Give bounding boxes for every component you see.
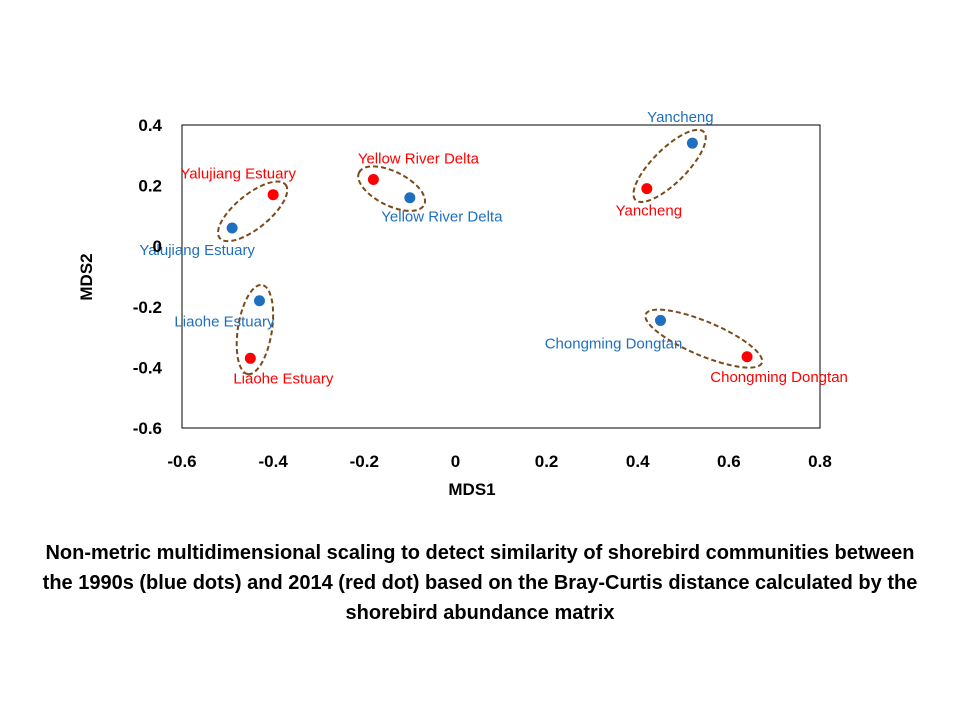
x-axis-ticks: -0.6 -0.4 -0.2 0 0.2 0.4 0.6 0.8 (167, 452, 831, 471)
plot-area (181, 124, 821, 429)
blue-point-1990s (404, 192, 416, 204)
y-tick-label: -0.2 (133, 298, 162, 317)
x-tick-label: 0.2 (535, 452, 559, 471)
point-label: Chongming Dongtan (545, 335, 683, 352)
y-tick-label: 0.2 (138, 177, 162, 196)
red-point-2014 (641, 183, 653, 195)
point-label: Yalujiang Estuary (180, 166, 296, 183)
group-ellipse (357, 165, 427, 212)
blue-point-1990s (226, 222, 238, 234)
point-label: Yancheng (616, 203, 682, 220)
red-point-2014 (367, 174, 379, 186)
x-tick-label: 0.6 (717, 452, 741, 471)
red-point-2014 (741, 351, 753, 363)
figure-caption: Non-metric multidimensional scaling to d… (42, 542, 918, 624)
y-tick-label: 0.4 (138, 116, 162, 135)
point-label: Yellow River Delta (381, 209, 503, 226)
x-tick-label: 0.4 (626, 452, 650, 471)
x-tick-label: 0.8 (808, 452, 832, 471)
point-label: Liaohe Estuary (233, 370, 334, 387)
y-tick-label: 0 (153, 237, 162, 256)
group-ellipse (217, 180, 289, 243)
point-label: Liaohe Estuary (174, 314, 275, 331)
blue-point-1990s (655, 314, 666, 326)
group-ellipse (632, 128, 707, 203)
point-labels: Yalujiang Estuary Yellow River Delta Yanch… (139, 109, 848, 387)
red-point-2014 (244, 352, 256, 364)
data-points (226, 137, 753, 364)
x-axis-title: MDS1 (448, 480, 495, 499)
group-ellipses (217, 128, 764, 376)
x-tick-label: 0 (451, 452, 460, 471)
y-axis-title: MDS2 (77, 253, 96, 300)
blue-point-1990s (686, 137, 698, 149)
point-label: Yancheng (647, 109, 713, 126)
x-tick-label: -0.4 (258, 452, 288, 471)
group-ellipse (235, 283, 275, 376)
point-label: Yalujiang Estuary (139, 242, 255, 259)
point-label: Yellow River Delta (358, 151, 480, 168)
blue-point-1990s (253, 295, 265, 307)
point-label: Chongming Dongtan (710, 369, 848, 386)
group-ellipse (644, 308, 764, 369)
y-tick-label: -0.6 (133, 419, 162, 438)
y-tick-label: -0.4 (133, 358, 163, 377)
x-tick-label: -0.2 (350, 452, 379, 471)
x-tick-label: -0.6 (167, 452, 196, 471)
red-point-2014 (267, 189, 279, 201)
y-axis-ticks: 0.4 0.2 0 -0.2 -0.4 -0.6 (133, 116, 163, 438)
